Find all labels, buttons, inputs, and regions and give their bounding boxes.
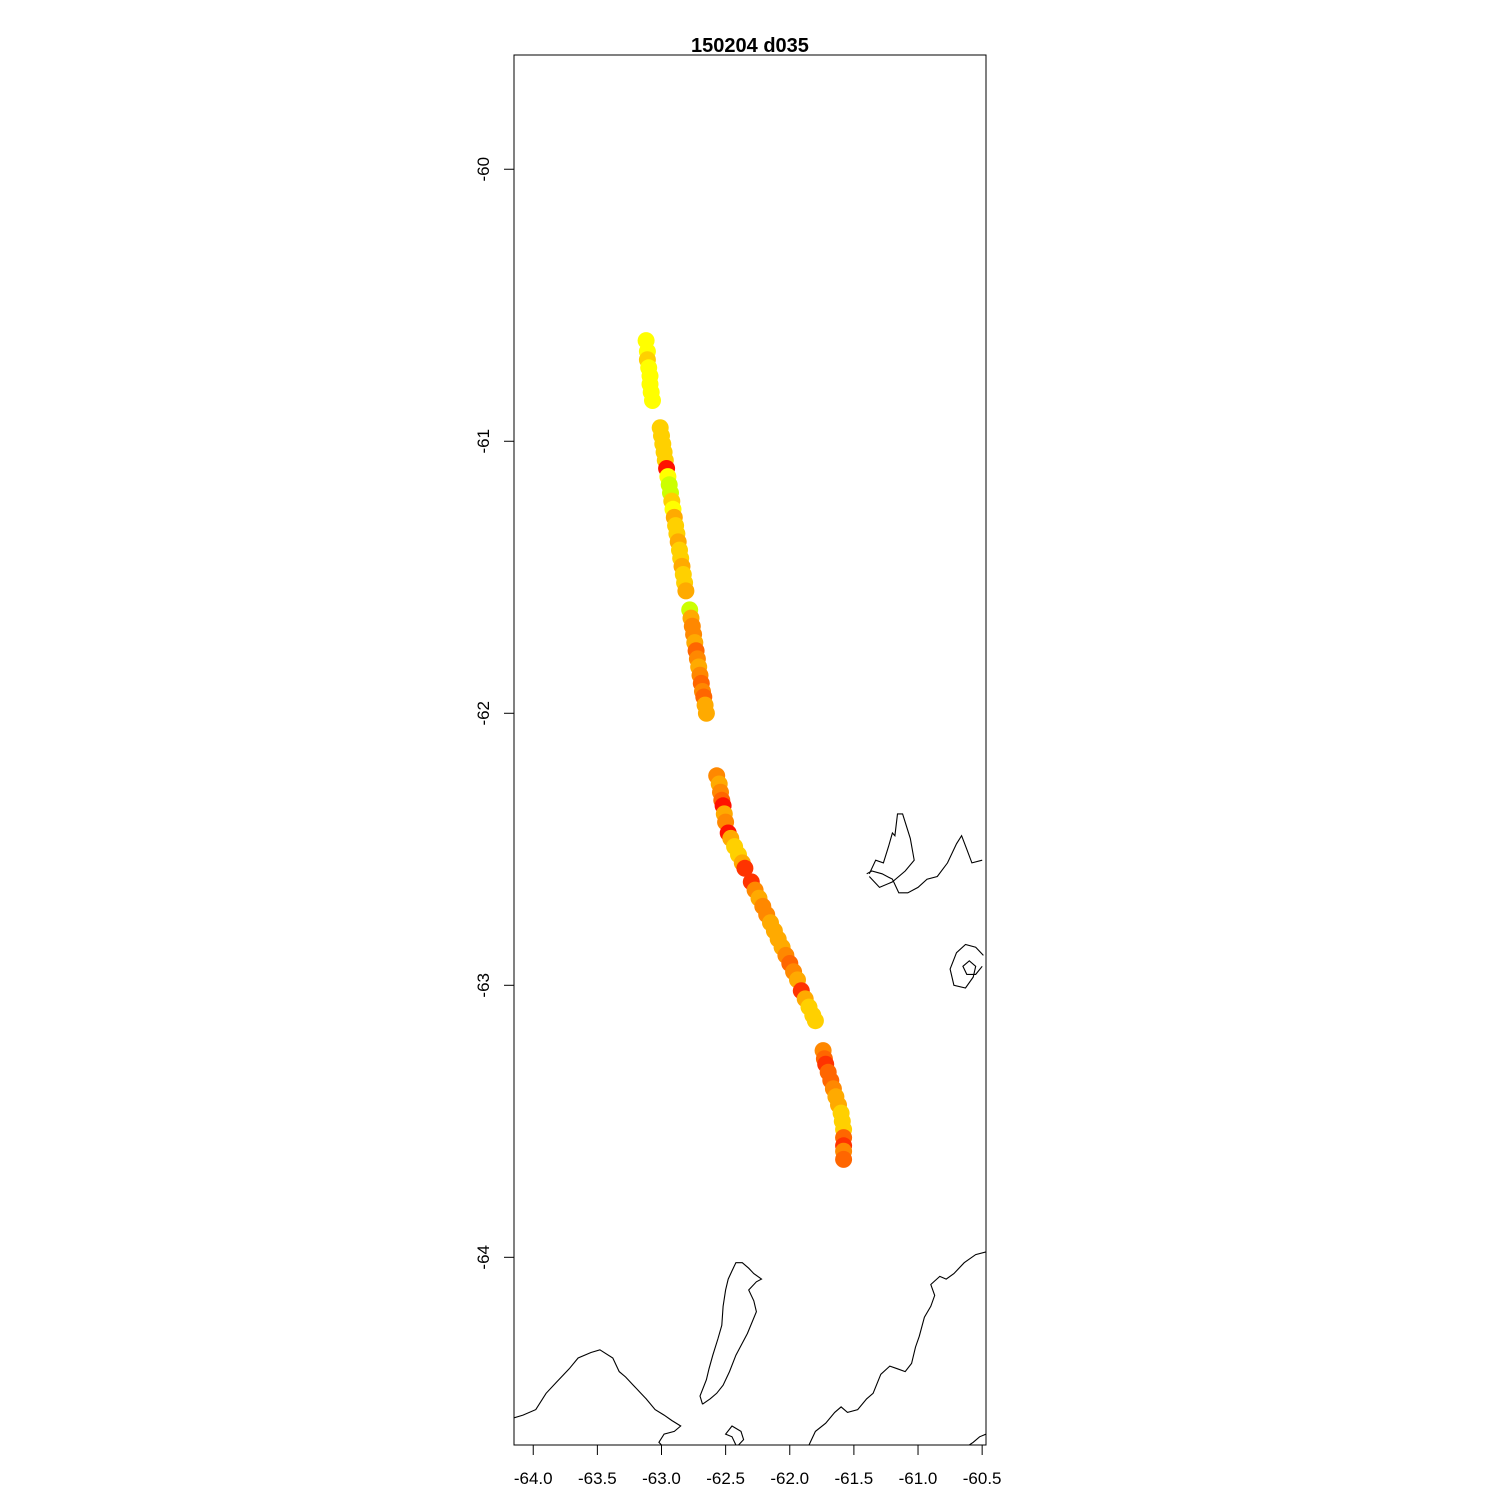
plot-frame	[513, 54, 987, 1446]
coastline-0	[868, 813, 915, 889]
track-point	[644, 392, 661, 409]
y-tick-label: -61	[474, 429, 493, 454]
track-point	[736, 859, 754, 877]
x-tick-label: -64.0	[514, 1469, 553, 1488]
coastline-4	[699, 1262, 763, 1405]
coastline-5	[808, 1251, 986, 1445]
track-point	[835, 1150, 853, 1168]
coastline-layer	[514, 813, 986, 1445]
x-tick-label: -60.5	[963, 1469, 1002, 1488]
y-tick-label: -63	[474, 973, 493, 998]
x-tick-label: -61.5	[835, 1469, 874, 1488]
coastline-2	[949, 943, 984, 989]
track-point	[677, 582, 695, 600]
x-tick-label: -63.0	[642, 1469, 681, 1488]
coastline-1	[866, 834, 983, 894]
x-tick-label: -62.5	[706, 1469, 745, 1488]
track-point	[697, 704, 715, 722]
y-axis: -60 -61 -62 -63 -64	[474, 157, 515, 1270]
x-tick-label: -63.5	[578, 1469, 617, 1488]
coastline-3	[514, 1349, 682, 1445]
coastline-6	[968, 1433, 986, 1445]
plot-title: 150204 d035	[691, 35, 809, 57]
x-axis: -64.0 -63.5 -63.0 -62.5 -62.0 -61.5 -61.0 -60.5	[514, 1444, 1002, 1488]
x-tick-label: -62.0	[770, 1469, 809, 1488]
x-tick-label: -61.0	[899, 1469, 938, 1488]
y-tick-label: -60	[474, 157, 493, 182]
track-point	[806, 1012, 824, 1030]
y-tick-label: -64	[474, 1245, 493, 1270]
coastline-7	[724, 1425, 745, 1445]
y-tick-label: -62	[474, 701, 493, 726]
track-points-layer	[637, 332, 853, 1168]
